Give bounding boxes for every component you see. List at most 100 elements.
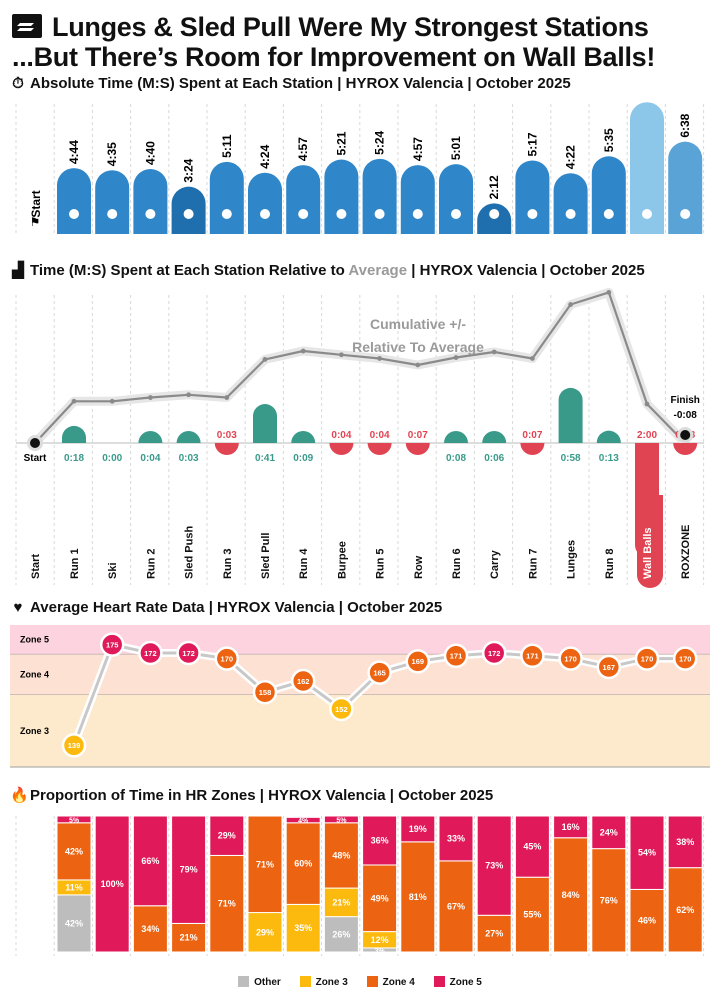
checkered-flag-icon: ⚑ — [30, 215, 41, 229]
bar — [668, 141, 703, 234]
hr-zones-heading: 🔥Proportion of Time in HR Zones | HYROX … — [10, 786, 493, 804]
station-label: Row — [413, 555, 425, 579]
stack-segment — [400, 841, 436, 953]
segment-label: 38% — [676, 837, 694, 847]
relative-title-suffix: | HYROX Valencia | October 2025 — [407, 262, 645, 279]
stack-segment — [362, 864, 398, 933]
stack-segment — [438, 860, 474, 953]
segment-label: 5% — [336, 817, 347, 824]
stack-segment — [362, 815, 398, 866]
bar-positive — [291, 431, 316, 443]
segment-label: 60% — [294, 859, 312, 869]
value-label: 4:44 — [67, 140, 81, 164]
value-label: 2:00 — [637, 430, 657, 441]
cumulative-point — [224, 395, 230, 400]
legend-other: Other — [238, 976, 281, 988]
stack-segment — [323, 887, 359, 918]
station-icon — [183, 209, 194, 219]
hr-point — [596, 654, 622, 680]
stack-segment — [56, 822, 92, 881]
bar-positive — [138, 431, 163, 443]
station-label: Sled Pull — [260, 533, 272, 579]
legend-zone4: Zone 4 — [366, 976, 415, 988]
hr-value-label: 170 — [564, 654, 577, 663]
station-label: Run 5 — [375, 548, 387, 579]
logo-icon — [17, 23, 34, 31]
segment-label: 71% — [218, 899, 236, 909]
bar — [400, 165, 435, 234]
hr-zones-chart: 42% 11% 42% 5% 100% 34% 66% 21% 79% 71% 29% 29% 71% 3… — [15, 815, 705, 956]
station-icon — [298, 209, 309, 219]
station-icon — [260, 209, 270, 219]
segment-label: 84% — [562, 890, 580, 900]
segment-label: 55% — [523, 910, 541, 920]
station-label: Ski — [107, 562, 119, 579]
hr-value-label: 172 — [182, 649, 195, 658]
segment-label: 49% — [371, 893, 389, 903]
station-label: Burpee — [336, 541, 348, 579]
hr-value-label: 170 — [641, 654, 654, 663]
finish-label: Finish — [670, 395, 699, 406]
segment-label: 34% — [141, 924, 159, 934]
stack-segment — [476, 914, 512, 953]
bar — [362, 158, 397, 234]
cumulative-point — [377, 356, 382, 361]
hr-point — [405, 649, 431, 674]
legend-zone5: Zone 5 — [433, 976, 482, 988]
hr-value-label: 171 — [450, 652, 463, 661]
hr-value-label: 167 — [603, 663, 616, 672]
hr-point — [176, 640, 201, 666]
page-title-line-2: ...But There’s Room for Improvement on W… — [12, 42, 656, 72]
stack-segment — [171, 922, 207, 953]
hr-point — [520, 643, 545, 669]
value-label: 0:03 — [217, 430, 237, 441]
legend-label-zone5: Zone 5 — [449, 977, 482, 988]
stack-segment — [285, 816, 321, 824]
segment-label: 42% — [65, 918, 83, 928]
hr-point — [138, 640, 163, 666]
value-label: 4:57 — [411, 137, 425, 161]
stack-segment — [56, 894, 92, 953]
finish-marker — [677, 427, 694, 443]
station-icon — [221, 209, 232, 219]
heart-rate-heading: ♥ Average Heart Rate Data | HYROX Valenci… — [10, 599, 443, 616]
station-label: ROXZONE — [680, 525, 692, 579]
segment-label: 54% — [638, 848, 656, 858]
cumulative-point — [71, 398, 77, 404]
absolute-time-heading: ⏱ Absolute Time (M:S) Spent at Each Stati… — [10, 75, 571, 92]
station-icon — [680, 209, 691, 219]
value-label: 4:35 — [105, 142, 119, 166]
bar-positive — [253, 404, 277, 443]
bar — [133, 169, 168, 234]
value-label: 0:04 — [140, 453, 160, 464]
stack-segment — [56, 815, 92, 824]
cumulative-point — [262, 357, 268, 362]
value-label: 0:04 — [370, 430, 390, 441]
stack-segment — [247, 912, 283, 953]
value-label: 4:40 — [143, 141, 157, 165]
value-label: 0:41 — [255, 453, 275, 464]
station-icon — [565, 209, 576, 219]
value-label: 0:06 — [484, 453, 504, 464]
bar — [324, 159, 359, 234]
value-label: 4:22 — [564, 145, 578, 169]
value-label: 3:24 — [182, 158, 196, 182]
stack-segment — [591, 815, 627, 850]
station-icon — [489, 209, 500, 219]
stack-segment — [132, 815, 168, 907]
bar — [553, 173, 588, 234]
hr-point — [290, 668, 316, 694]
segment-label: 29% — [256, 927, 274, 937]
bar-negative — [405, 443, 430, 455]
stack-segment — [553, 815, 589, 839]
bar — [57, 168, 91, 234]
hr-value-label: 165 — [373, 668, 386, 677]
stack-segment — [667, 867, 703, 953]
start-label: Start — [24, 453, 47, 464]
value-label: 4:57 — [296, 137, 310, 161]
station-label: Run 2 — [145, 548, 157, 579]
podium-icon: ▟ — [12, 262, 24, 279]
bar-negative — [329, 443, 354, 455]
stack-segment — [323, 916, 359, 953]
value-label: 0:03 — [179, 453, 199, 464]
